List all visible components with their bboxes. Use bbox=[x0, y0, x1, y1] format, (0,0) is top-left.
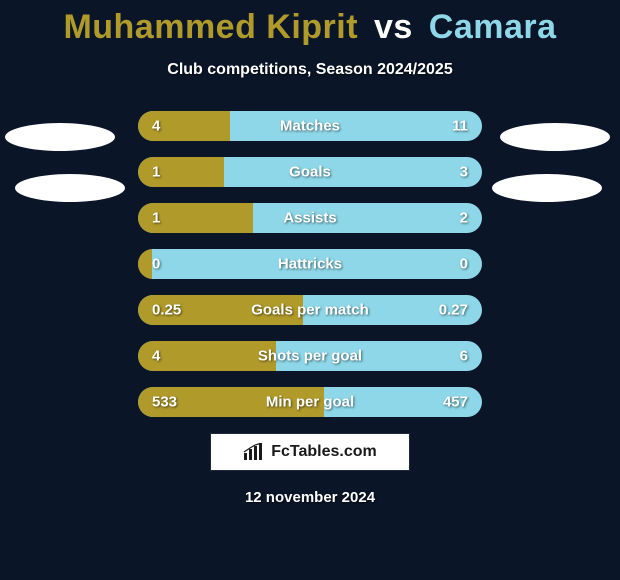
stat-label: Goals per match bbox=[251, 302, 369, 319]
ellipse-right-1 bbox=[500, 123, 610, 151]
stat-label: Min per goal bbox=[266, 394, 354, 411]
stat-label: Assists bbox=[283, 210, 336, 227]
subtitle: Club competitions, Season 2024/2025 bbox=[0, 61, 620, 79]
stat-label: Goals bbox=[289, 164, 331, 181]
stat-row: 1 Assists 2 bbox=[138, 203, 482, 233]
stat-row: 4 Shots per goal 6 bbox=[138, 341, 482, 371]
stat-value-left: 4 bbox=[152, 348, 160, 365]
stat-value-right: 3 bbox=[460, 164, 468, 181]
stat-row: 1 Goals 3 bbox=[138, 157, 482, 187]
stat-label: Matches bbox=[280, 118, 340, 135]
stat-row: 0 Hattricks 0 bbox=[138, 249, 482, 279]
stat-bar-left bbox=[138, 249, 152, 279]
stat-value-right: 6 bbox=[460, 348, 468, 365]
stat-row: 533 Min per goal 457 bbox=[138, 387, 482, 417]
stat-value-left: 0.25 bbox=[152, 302, 181, 319]
stat-label: Hattricks bbox=[278, 256, 342, 273]
ellipse-left-1 bbox=[5, 123, 115, 151]
stat-bar-left bbox=[138, 157, 224, 187]
stats-rows: 4Matches111Goals31Assists20Hattricks00.2… bbox=[138, 111, 482, 417]
stat-value-left: 1 bbox=[152, 210, 160, 227]
comparison-card: Muhammed Kiprit vs Camara Club competiti… bbox=[0, 0, 620, 580]
stat-value-right: 457 bbox=[443, 394, 468, 411]
player2-name: Camara bbox=[429, 8, 557, 47]
stat-value-right: 0 bbox=[460, 256, 468, 273]
stat-value-left: 4 bbox=[152, 118, 160, 135]
brand-footer[interactable]: FcTables.com bbox=[210, 433, 410, 471]
chart-icon bbox=[243, 443, 265, 461]
ellipse-left-2 bbox=[15, 174, 125, 202]
stat-value-right: 11 bbox=[452, 118, 468, 135]
stat-value-left: 533 bbox=[152, 394, 177, 411]
stat-value-left: 0 bbox=[152, 256, 160, 273]
stat-value-right: 2 bbox=[460, 210, 468, 227]
player1-name: Muhammed Kiprit bbox=[63, 8, 358, 47]
date-text: 12 november 2024 bbox=[0, 489, 620, 506]
stat-value-right: 0.27 bbox=[439, 302, 468, 319]
stat-value-left: 1 bbox=[152, 164, 160, 181]
brand-text: FcTables.com bbox=[271, 443, 377, 461]
stat-row: 0.25 Goals per match 0.27 bbox=[138, 295, 482, 325]
ellipse-right-2 bbox=[492, 174, 602, 202]
page-title: Muhammed Kiprit vs Camara bbox=[0, 0, 620, 47]
stat-label: Shots per goal bbox=[258, 348, 362, 365]
stat-row: 4 Matches 11 bbox=[138, 111, 482, 141]
vs-text: vs bbox=[374, 8, 413, 47]
